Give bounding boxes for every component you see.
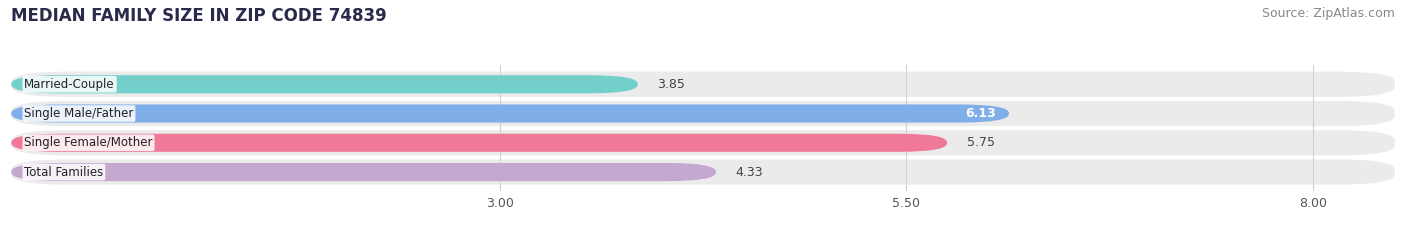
Text: Single Male/Father: Single Male/Father (24, 107, 134, 120)
Text: 5.75: 5.75 (967, 136, 994, 149)
FancyBboxPatch shape (11, 130, 1395, 155)
Text: Total Families: Total Families (24, 165, 104, 178)
FancyBboxPatch shape (11, 104, 1010, 123)
Text: Source: ZipAtlas.com: Source: ZipAtlas.com (1261, 7, 1395, 20)
Text: 6.13: 6.13 (966, 107, 995, 120)
Text: 4.33: 4.33 (735, 165, 763, 178)
FancyBboxPatch shape (11, 159, 1395, 185)
FancyBboxPatch shape (11, 75, 638, 93)
FancyBboxPatch shape (11, 101, 1395, 126)
Text: MEDIAN FAMILY SIZE IN ZIP CODE 74839: MEDIAN FAMILY SIZE IN ZIP CODE 74839 (11, 7, 387, 25)
Text: Married-Couple: Married-Couple (24, 78, 115, 91)
Text: 3.85: 3.85 (658, 78, 685, 91)
FancyBboxPatch shape (11, 134, 948, 152)
Text: Single Female/Mother: Single Female/Mother (24, 136, 153, 149)
FancyBboxPatch shape (11, 72, 1395, 97)
FancyBboxPatch shape (11, 163, 716, 181)
